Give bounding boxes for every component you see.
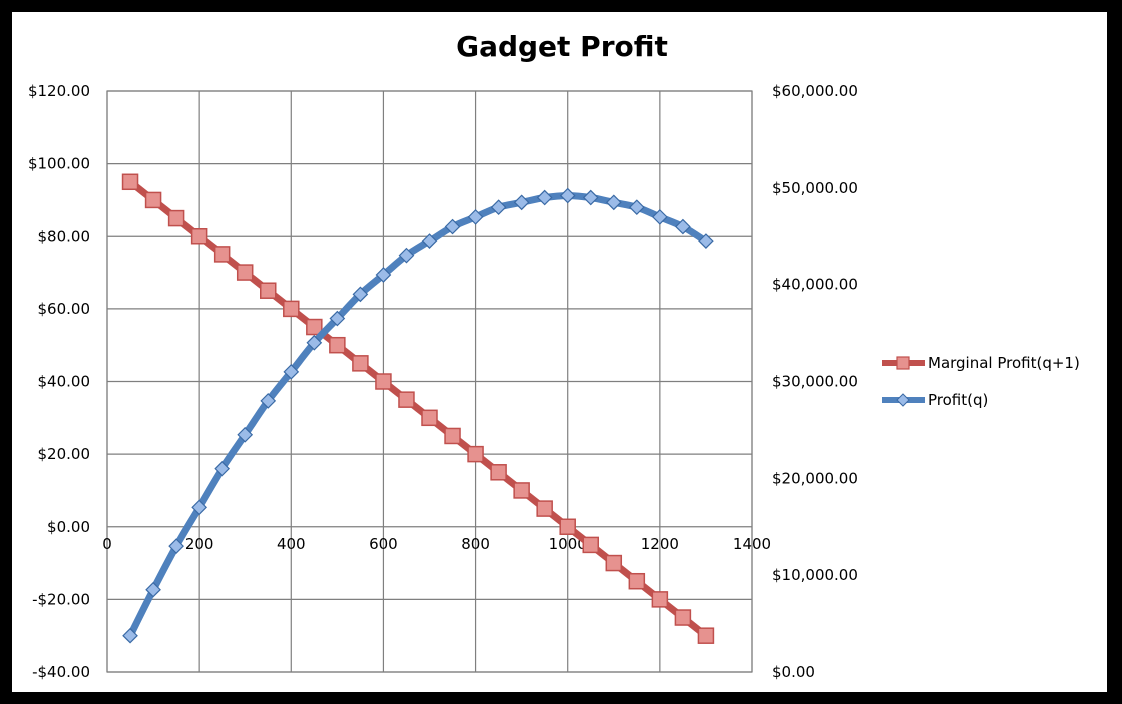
left-axis-tick-label: $0.00 xyxy=(47,518,90,536)
x-axis-tick-label: 1000 xyxy=(549,535,587,553)
marginal-profit-data-point xyxy=(628,572,646,590)
left-axis-tick-label: -$40.00 xyxy=(32,663,90,681)
marginal-profit-data-point xyxy=(190,228,208,245)
marginal-profit-data-point xyxy=(467,445,484,463)
marginal-profit-data-point xyxy=(490,464,507,481)
marginal-profit-data-point xyxy=(352,355,369,372)
left-axis-tick-label: $120.00 xyxy=(28,82,90,100)
marginal-profit-data-point xyxy=(306,318,323,336)
marginal-profit-data-point xyxy=(697,627,715,644)
profit-data-point xyxy=(467,209,484,225)
chart: Gadget Profit -$40.00 -$20.00 $0.00 $20.00 $… xyxy=(28,30,1080,681)
profit-data-point xyxy=(122,627,138,644)
profit-data-point xyxy=(652,209,668,225)
profit-data-point xyxy=(260,393,277,409)
right-axis-tick-label: $30,000.00 xyxy=(772,373,858,391)
profit-data-point xyxy=(306,334,323,351)
right-axis-tick-label: $20,000.00 xyxy=(772,469,858,487)
profit-data-point xyxy=(559,187,576,204)
profit-data-point xyxy=(214,460,231,477)
profit-data-point xyxy=(605,194,622,211)
profit-data-point xyxy=(628,199,645,216)
right-axis-tick-label: $60,000.00 xyxy=(772,82,858,100)
marginal-profit-data-point xyxy=(444,427,461,445)
marginal-profit-data-point xyxy=(283,300,300,318)
profit-legend-label: Profit(q) xyxy=(928,391,988,409)
profit-data-point xyxy=(675,218,691,235)
gridlines xyxy=(106,90,753,673)
marginal-profit-data-point xyxy=(536,500,553,517)
marginal-profit-data-point xyxy=(121,173,139,191)
x-axis-tick-label: 0 xyxy=(102,535,112,553)
profit-data-point xyxy=(329,310,346,327)
profit-data-point xyxy=(191,499,207,516)
marginal-profit-data-point xyxy=(421,409,438,427)
marginal-profit-data-point xyxy=(329,336,346,354)
right-axis-tick-label: $10,000.00 xyxy=(772,566,858,584)
x-axis-tick-labels: 0 200 400 600 800 1000 1200 1400 xyxy=(102,535,771,553)
x-axis-tick-label: 1200 xyxy=(641,535,679,553)
left-axis-tick-label: $20.00 xyxy=(38,445,91,463)
x-axis-tick-label: 400 xyxy=(277,535,306,553)
profit-data-point xyxy=(444,218,461,235)
right-axis-tick-label: $0.00 xyxy=(772,663,815,681)
left-axis-tick-label: $80.00 xyxy=(38,227,91,245)
right-axis-tick-label: $40,000.00 xyxy=(772,276,858,294)
x-axis-tick-label: 800 xyxy=(461,535,490,553)
x-axis-tick-label: 1400 xyxy=(733,535,771,553)
profit-data-point xyxy=(283,363,300,380)
marginal-profit-data-point xyxy=(144,191,162,209)
profit-data-point xyxy=(490,199,507,216)
marginal-profit-data-point xyxy=(559,518,576,535)
left-axis-tick-label: $60.00 xyxy=(38,300,91,318)
marginal-profit-data-point xyxy=(167,209,185,227)
profit-data-point xyxy=(145,581,161,598)
profit-data-point xyxy=(168,538,184,554)
profit-data-point xyxy=(421,233,438,249)
profit-data-point xyxy=(237,426,254,443)
marginal-profit-data-point xyxy=(213,246,231,263)
x-axis-tick-label: 200 xyxy=(185,535,214,553)
profit-data-point xyxy=(352,286,369,303)
marginal-profit-legend-label: Marginal Profit(q+1) xyxy=(928,354,1080,372)
left-axis-tick-label: -$20.00 xyxy=(32,590,90,608)
profit-legend-marker xyxy=(896,393,910,407)
series-layer xyxy=(121,173,715,644)
right-axis-tick-labels: $0.00 $10,000.00 $20,000.00 $30,000.00 $40,0… xyxy=(772,82,858,681)
marginal-profit-legend-marker xyxy=(896,356,910,370)
x-axis-tick-label: 600 xyxy=(369,535,398,553)
marginal-profit-data-point xyxy=(375,373,392,390)
marginal-profit-data-point xyxy=(398,391,415,408)
profit-data-point xyxy=(698,233,714,249)
profit-data-point xyxy=(582,189,599,206)
right-axis-tick-label: $50,000.00 xyxy=(772,179,858,197)
chart-title: Gadget Profit xyxy=(456,30,668,63)
marginal-profit-data-point xyxy=(651,591,669,608)
marginal-profit-data-point xyxy=(236,264,254,281)
plot-area-border xyxy=(106,90,753,673)
marginal-profit-data-point xyxy=(605,554,623,572)
marginal-profit-data-point xyxy=(260,282,277,299)
marginal-profit-data-point xyxy=(513,482,530,499)
left-axis-tick-label: $100.00 xyxy=(28,155,90,173)
chart-frame: Gadget Profit -$40.00 -$20.00 $0.00 $20.00 $… xyxy=(12,12,1107,692)
profit-data-point xyxy=(398,247,415,264)
profit-data-point xyxy=(375,267,392,283)
marginal-profit-data-point xyxy=(674,609,692,626)
profit-data-point xyxy=(536,189,553,206)
profit-data-point xyxy=(513,194,530,211)
marginal-profit-data-point xyxy=(582,536,599,554)
left-axis-tick-label: $40.00 xyxy=(38,373,91,391)
legend: Marginal Profit(q+1) Profit(q) xyxy=(882,354,1080,409)
left-axis-tick-labels: -$40.00 -$20.00 $0.00 $20.00 $40.00 $60.00 $80… xyxy=(28,82,90,681)
